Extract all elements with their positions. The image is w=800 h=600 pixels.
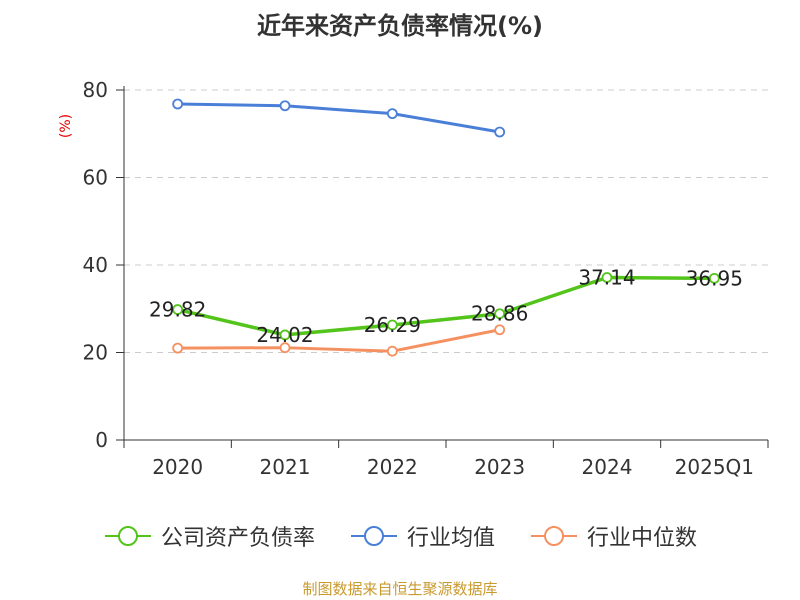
data-point [279, 100, 291, 112]
y-tick-label: 40 [83, 253, 108, 277]
y-axis-label: (%) [58, 114, 74, 138]
data-label: 29.82 [149, 298, 206, 322]
legend-label-industry-median: 行业中位数 [587, 526, 698, 551]
data-point [494, 126, 506, 138]
legend-marker-company [104, 526, 151, 546]
data-point [386, 108, 398, 120]
data-point [708, 272, 720, 284]
legend-item-company[interactable]: 公司资产负债率 [103, 520, 315, 552]
y-tick-label: 20 [83, 341, 108, 365]
data-label: 26.29 [364, 313, 421, 337]
data-point [494, 324, 506, 336]
chart-title: 近年来资产负债率情况(%) [257, 12, 543, 40]
data-label: 36.95 [686, 266, 743, 290]
data-label: 37.14 [578, 266, 635, 290]
data-point [386, 345, 398, 357]
series-line-1 [177, 102, 500, 134]
legend-marker-industry-mean [350, 526, 397, 546]
x-tick-label: 2023 [474, 455, 525, 479]
data-point [172, 98, 184, 110]
x-tick-label: 2024 [582, 455, 633, 479]
series-line-0 [177, 275, 715, 337]
legend-label-industry-mean: 行业均值 [406, 526, 495, 551]
legend: 公司资产负债率 行业均值 行业中位数 [0, 520, 800, 552]
x-tick-label: 2022 [367, 455, 418, 479]
legend-item-industry-median[interactable]: 行业中位数 [529, 520, 697, 552]
data-label: 28.86 [471, 302, 528, 326]
data-point [172, 342, 184, 354]
x-tick-label: 2021 [260, 455, 311, 479]
data-point [279, 342, 291, 354]
data-point [386, 319, 398, 331]
data-point [494, 308, 506, 320]
x-tick-label: 2025Q1 [675, 455, 754, 479]
data-point [172, 304, 184, 315]
source-note: 制图数据来自恒生聚源数据库 [302, 580, 498, 598]
legend-marker-industry-median [531, 526, 577, 546]
y-tick-label: 80 [83, 78, 108, 102]
data-point [601, 272, 613, 283]
y-tick-label: 0 [95, 428, 108, 452]
y-tick-label: 60 [83, 166, 108, 190]
x-tick-label: 2020 [152, 455, 203, 479]
series-line-2 [177, 328, 500, 353]
legend-item-industry-mean[interactable]: 行业均值 [349, 520, 495, 552]
data-point [279, 329, 291, 341]
legend-label-company: 公司资产负债率 [160, 526, 315, 551]
